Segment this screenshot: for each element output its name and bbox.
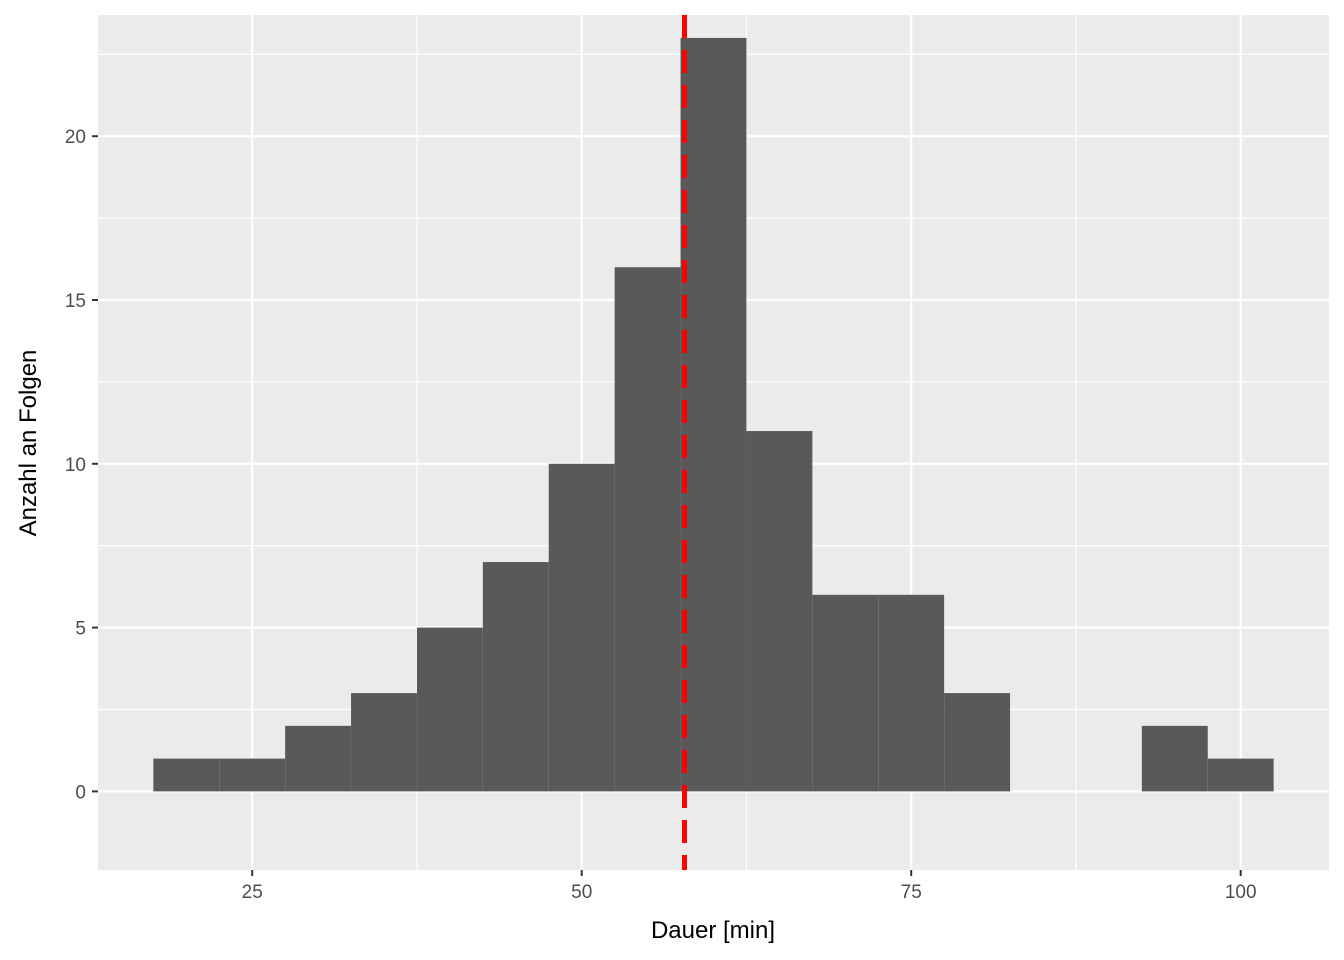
histogram-bars — [153, 37, 1274, 792]
y-tick-label: 10 — [65, 455, 86, 476]
x-axis-ticks: 25 50 75 100 — [242, 870, 1257, 903]
y-tick-label: 5 — [75, 619, 86, 640]
x-tick-label: 75 — [901, 882, 922, 903]
y-axis-title: Anzahl an Folgen — [15, 350, 42, 537]
histogram-bar — [812, 594, 879, 792]
x-axis-title: Dauer [min] — [651, 917, 775, 944]
x-tick-label: 25 — [242, 882, 263, 903]
y-tick-label: 15 — [65, 291, 86, 312]
histogram-bar — [548, 463, 615, 792]
histogram-bar — [878, 594, 945, 792]
histogram-bar — [680, 37, 747, 792]
histogram-bar — [944, 693, 1011, 792]
histogram-bar — [746, 431, 813, 792]
x-tick-label: 50 — [571, 882, 592, 903]
histogram-bar — [1141, 725, 1208, 792]
histogram-bar — [285, 725, 352, 792]
histogram-bar — [1207, 758, 1274, 792]
histogram-bar — [219, 758, 286, 792]
histogram-bar — [416, 627, 483, 792]
histogram-bar — [351, 693, 417, 792]
y-tick-label: 20 — [65, 127, 86, 148]
histogram-bar — [614, 267, 681, 792]
histogram-bar — [482, 562, 549, 792]
y-axis-ticks: 0 5 10 15 20 — [65, 127, 98, 803]
y-tick-label: 0 — [75, 782, 86, 803]
x-tick-label: 100 — [1225, 882, 1257, 903]
histogram-bar — [153, 758, 220, 792]
